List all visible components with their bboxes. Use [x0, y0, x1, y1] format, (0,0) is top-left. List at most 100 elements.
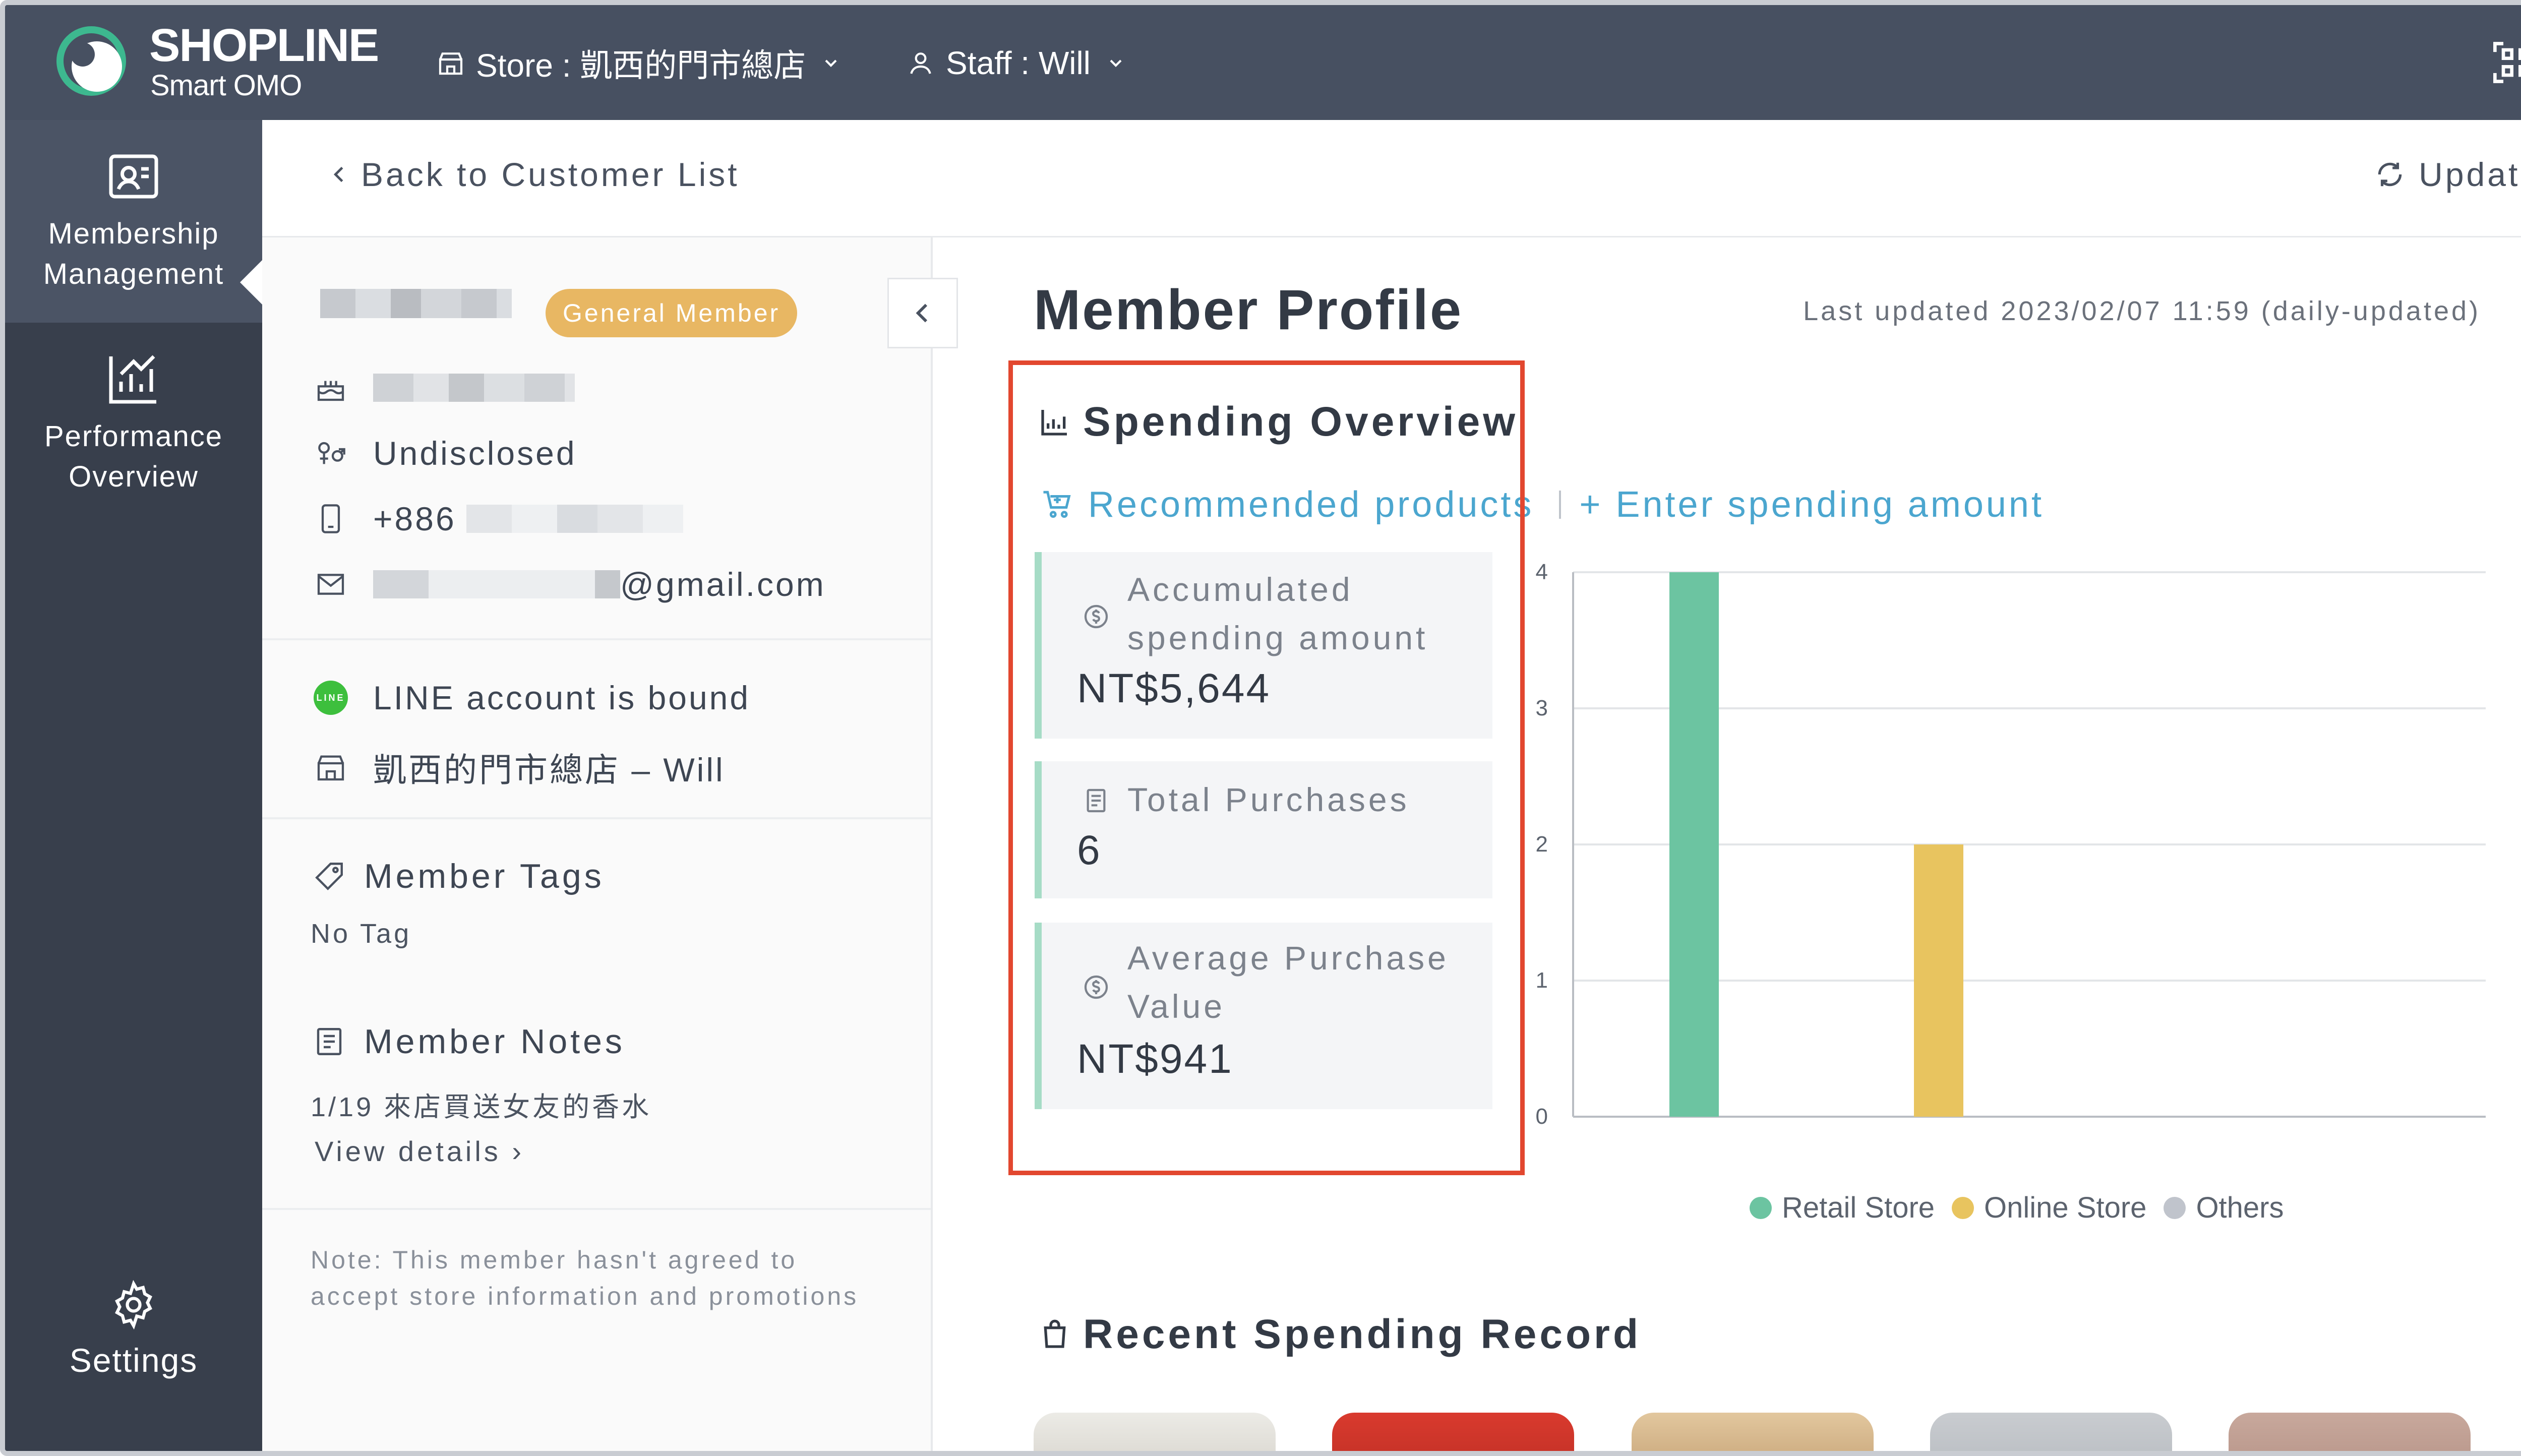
phone-row: +886 [313, 500, 683, 538]
member-notes-value: 1/19 來店買送女友的香水 [311, 1092, 652, 1122]
legend-label: Retail Store [1782, 1191, 1935, 1224]
chevron-left-icon [916, 304, 928, 323]
store-selector[interactable]: Store : 凱西的門市總店 [437, 40, 852, 86]
nav-settings[interactable]: Settings [5, 1280, 262, 1380]
legend-item-retail: Retail Store [1750, 1191, 1935, 1225]
legend-label: Online Store [1984, 1191, 2147, 1224]
content-header: Back to Customer List Update [262, 120, 2521, 237]
email-blurred [373, 570, 620, 598]
stat-value: NT$941 [1077, 1036, 1233, 1082]
scan-qr-icon[interactable] [2491, 37, 2521, 88]
gender-icon [318, 442, 345, 464]
divider [262, 638, 931, 640]
enter-spending-amount-link[interactable]: + Enter spending amount [1579, 484, 2044, 525]
nav-label: Management [43, 258, 224, 290]
stat-card-average-value: Average Purchase Value NT$941 [1035, 923, 1492, 1109]
member-name-blurred [320, 289, 512, 318]
line-logo-icon: LINE [314, 681, 348, 715]
store-staff-row: 凱西的門市總店 – Will [313, 743, 725, 792]
membership-tier-badge: General Member [546, 289, 798, 337]
brand-subtitle: Smart OMO [150, 69, 302, 102]
divider [262, 1208, 931, 1210]
line-status: LINE account is bound [373, 679, 751, 716]
shopline-logo-icon [56, 26, 126, 96]
last-updated-text: Last updated 2023/02/07 11:59 (daily-upd… [1803, 296, 2481, 326]
bar-retail-store [1669, 572, 1719, 1117]
mail-icon [317, 574, 344, 595]
member-card-icon [109, 154, 158, 199]
product-thumbnail[interactable] [1034, 1413, 1276, 1451]
dollar-icon [1084, 975, 1108, 999]
spending-actions: Recommended products + Enter spending am… [1041, 484, 2044, 525]
stat-label: Accumulated spending amount [1127, 571, 1428, 656]
gear-icon [115, 1280, 152, 1330]
spending-overview-heading: Spending Overview [1039, 398, 1518, 446]
stat-card-total-purchases: Total Purchases 6 [1035, 761, 1492, 898]
member-notes-title: Member Notes [364, 1022, 625, 1061]
legend-item-online: Online Store [1952, 1191, 2146, 1225]
chevron-right-icon: › [512, 1135, 525, 1167]
consent-note: Note: This member hasn't agreed to accep… [311, 1246, 859, 1310]
tag-icon [315, 863, 343, 890]
member-tags-value: No Tag [311, 919, 412, 949]
cake-icon [317, 381, 344, 401]
product-thumbnail[interactable] [1930, 1413, 2172, 1451]
stat-value: 6 [1077, 827, 1102, 873]
email-suffix: @gmail.com [620, 566, 826, 603]
divider [262, 817, 931, 819]
collapse-panel-button[interactable] [887, 278, 958, 348]
stat-label: Total Purchases [1127, 781, 1410, 818]
staff-selector[interactable]: Staff : Will [907, 40, 1137, 86]
staff-selector-label: Staff : Will [946, 45, 1091, 81]
nav-label: Settings [69, 1342, 198, 1379]
email-row: @gmail.com [313, 565, 826, 603]
member-tags-title: Member Tags [364, 857, 605, 895]
chevron-down-icon [825, 59, 837, 67]
back-to-list-link[interactable]: Back to Customer List [328, 155, 740, 194]
shopping-bag-icon [1044, 1319, 1066, 1348]
spending-overview-title: Spending Overview [1083, 399, 1518, 445]
product-thumbnail[interactable] [2229, 1413, 2471, 1451]
user-icon [910, 52, 931, 74]
birthday-blurred [373, 374, 575, 402]
nav-performance-overview[interactable]: Performance Overview [5, 349, 262, 497]
update-button[interactable]: Update [2374, 155, 2521, 194]
product-thumbnail[interactable] [1332, 1413, 1574, 1451]
line-status-row: LINE LINE account is bound [313, 679, 750, 717]
nav-membership-management[interactable]: Membership Management [5, 120, 262, 323]
receipt-icon [1087, 788, 1106, 813]
gender-row: Undisclosed [313, 434, 577, 472]
left-nav: Membership Management Performance Overvi… [5, 120, 263, 1451]
note-icon [317, 1028, 342, 1055]
member-notes-heading: Member Notes [313, 1022, 625, 1061]
dollar-icon [1084, 604, 1108, 629]
top-bar: SHOPLINE Smart OMO Store : 凱西的門市總店 Staff… [5, 5, 2521, 120]
bar-online-store [1914, 844, 1963, 1117]
chevron-down-icon [1110, 59, 1122, 67]
chart-icon [109, 355, 156, 404]
cart-icon [1043, 491, 1071, 518]
separator [1559, 491, 1562, 519]
legend-dot [2164, 1196, 2186, 1219]
chart-legend: Retail Store Online Store Others [1750, 1191, 2301, 1225]
recent-spending-title: Recent Spending Record [1083, 1311, 1642, 1357]
chart-icon [1041, 410, 1067, 436]
member-side-panel: General Member Undisclosed +886 @gmail.c… [262, 237, 958, 1451]
store-staff-value: 凱西的門市總店 – Will [373, 751, 725, 788]
stat-label: Average Purchase Value [1127, 939, 1449, 1025]
stat-card-accumulated: Accumulated spending amount NT$5,644 [1035, 552, 1492, 739]
store-icon [317, 755, 344, 781]
store-icon [439, 52, 463, 75]
legend-dot [1750, 1196, 1772, 1219]
y-tick-label: 0 [1536, 1104, 1548, 1129]
refresh-icon [2378, 162, 2402, 187]
birthday-row [313, 370, 575, 406]
recommended-products-link[interactable]: Recommended products [1088, 484, 1534, 525]
spending-bar-chart: 0 1 2 3 4 [1536, 560, 2486, 1129]
view-details-link[interactable]: View details › [315, 1135, 524, 1168]
member-tags-heading: Member Tags [313, 857, 605, 896]
product-thumbnail[interactable] [1632, 1413, 1874, 1451]
phone-prefix: +886 [373, 500, 456, 537]
brand-name: SHOPLINE [149, 20, 379, 71]
